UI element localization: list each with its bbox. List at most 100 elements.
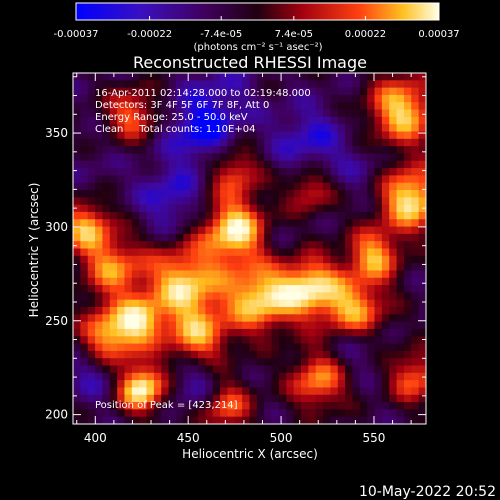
heatmap-cell [367,87,376,96]
heatmap-cell [389,160,398,169]
heatmap-cell [117,211,126,220]
heatmap-cell [242,416,251,424]
heatmap-cell [381,153,390,162]
heatmap-cell [418,350,426,359]
heatmap-cell [242,387,251,396]
heatmap-cell [286,270,295,279]
heatmap-cell [352,160,361,169]
heatmap-cell [212,299,221,308]
heatmap-cell [293,226,302,235]
heatmap-cell [264,328,273,337]
x-tick-label: 450 [177,431,200,445]
heatmap-cell [300,350,309,359]
heatmap-cell [271,277,280,286]
heatmap-cell [308,248,317,257]
heatmap-cell [205,160,214,169]
y-tick-label: 300 [45,220,68,234]
heatmap-cell [271,270,280,279]
heatmap-cell [131,358,140,367]
heatmap-cell [374,255,383,264]
heatmap-cell [374,146,383,155]
heatmap-cell [161,219,170,228]
heatmap-cell [80,124,89,133]
heatmap-cell [278,372,287,381]
heatmap-cell [242,87,251,96]
heatmap-cell [220,233,229,242]
heatmap-cell [330,255,339,264]
heatmap-cell [286,175,295,184]
heatmap-cell [212,270,221,279]
heatmap-cell [418,138,426,147]
heatmap-cell [278,328,287,337]
heatmap-cell [256,73,265,81]
heatmap-cell [117,175,126,184]
heatmap-cell [389,336,398,345]
heatmap-cell [271,226,280,235]
heatmap-cell [146,204,155,213]
heatmap-cell [205,146,214,155]
heatmap-cell [337,241,346,250]
heatmap-cell [345,211,354,220]
heatmap-cell [411,73,420,81]
heatmap-cell [109,211,118,220]
heatmap-cell [102,80,111,89]
heatmap-cell [381,387,390,396]
heatmap-cell [205,255,214,264]
heatmap-cell [124,190,133,198]
heatmap-cell [102,116,111,125]
heatmap-cell [227,321,236,330]
heatmap-cell [293,394,302,403]
heatmap-cell [286,350,295,359]
heatmap-cell [80,233,89,242]
heatmap-cell [264,73,273,81]
heatmap-cell [396,299,405,308]
heatmap-cell [234,416,243,424]
heatmap-cell [87,292,96,301]
heatmap-cell [308,358,317,367]
heatmap-cell [198,387,206,396]
heatmap-cell [183,255,192,264]
heatmap-cell [308,190,317,198]
heatmap-cell [418,307,426,315]
heatmap [73,73,426,424]
heatmap-cell [146,299,155,308]
heatmap-cell [337,255,346,264]
heatmap-cell [315,328,324,337]
heatmap-cell [205,409,214,418]
heatmap-cell [131,87,140,96]
heatmap-cell [345,307,354,315]
heatmap-cell [205,80,214,89]
heatmap-cell [323,73,331,81]
heatmap-cell [220,80,229,89]
heatmap-cell [278,226,287,235]
heatmap-cell [102,73,111,81]
heatmap-cell [139,394,148,403]
heatmap-cell [359,321,368,330]
heatmap-cell [117,94,126,103]
heatmap-cell [315,277,324,286]
heatmap-cell [168,380,177,389]
heatmap-cell [330,182,339,191]
heatmap-cell [411,328,420,337]
heatmap-cell [139,321,148,330]
heatmap-cell [175,336,184,345]
heatmap-cell [389,270,398,279]
heatmap-cell [242,365,251,374]
heatmap-cell [323,350,331,359]
heatmap-cell [367,307,376,315]
heatmap-cell [73,270,81,279]
heatmap-cell [418,292,426,301]
heatmap-cell [198,131,206,140]
heatmap-cell [264,372,273,381]
heatmap-cell [117,248,126,257]
heatmap-cell [352,190,361,198]
heatmap-cell [212,146,221,155]
heatmap-cell [73,255,81,264]
heatmap-cell [80,153,89,162]
heatmap-cell [271,409,280,418]
heatmap-cell [146,160,155,169]
heatmap-cell [109,226,118,235]
heatmap-cell [367,358,376,367]
heatmap-cell [227,372,236,381]
heatmap-cell [418,263,426,272]
